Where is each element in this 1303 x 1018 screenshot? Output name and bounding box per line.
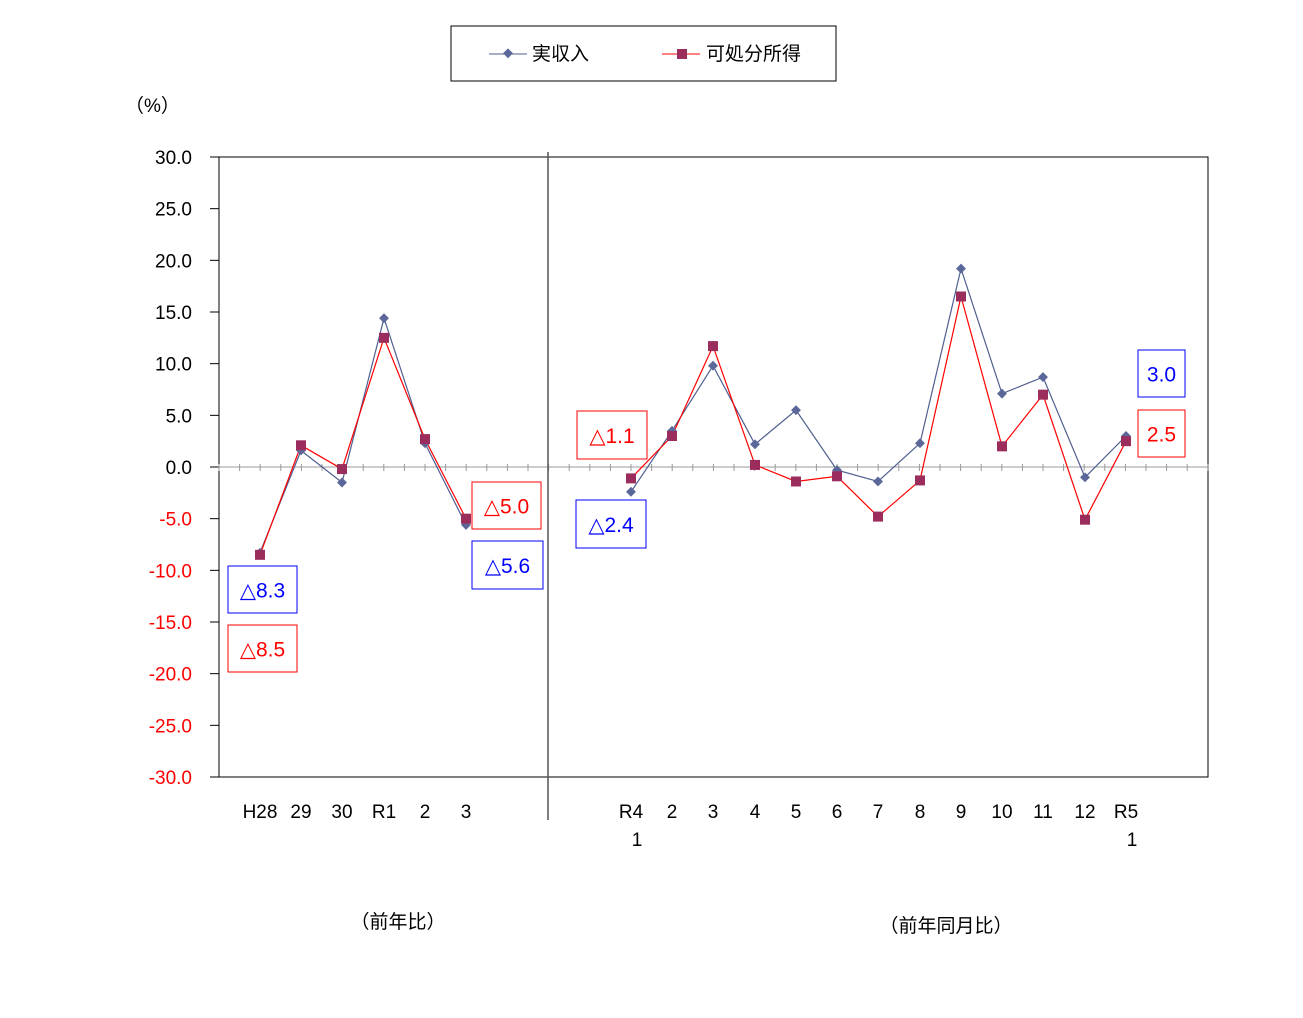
data-point-disposable <box>296 440 306 451</box>
data-point-disposable <box>667 431 677 441</box>
data-point-income <box>750 439 760 450</box>
x-tick-label: 29 <box>290 802 311 823</box>
data-point-income <box>956 263 966 274</box>
legend: 実収入 可処分所得 <box>450 25 837 82</box>
data-point-disposable <box>791 476 801 487</box>
data-label: △2.4 <box>588 514 634 537</box>
data-label: 2.5 <box>1147 424 1176 447</box>
y-tick-label: -10.0 <box>149 561 192 582</box>
x-tick-label: H28 <box>243 802 278 823</box>
data-label: △5.0 <box>484 496 529 519</box>
data-label-box <box>227 565 298 614</box>
y-axis: 30.0 25.0 20.0 15.0 10.0 5.0 0.0 -5.0 -10.0 -15.0… <box>149 148 1208 789</box>
x-tick-label: 12 <box>1074 802 1095 823</box>
data-label-box <box>575 499 647 549</box>
data-label-box <box>471 540 544 590</box>
y-tick-label: -20.0 <box>149 665 192 686</box>
y-tick-label: -15.0 <box>149 613 192 634</box>
data-point-disposable <box>1038 389 1048 400</box>
series <box>255 263 1131 560</box>
panel-caption-annual: （前年比） <box>350 911 445 933</box>
data-label: △1.1 <box>589 425 634 448</box>
y-tick-label: 20.0 <box>155 251 192 272</box>
data-point-income <box>873 476 883 487</box>
legend-marker-disposable <box>677 49 687 59</box>
x-tick-label: R4 <box>619 802 644 823</box>
y-tick-label: 5.0 <box>166 406 192 427</box>
x-tick-label: 5 <box>791 802 802 823</box>
y-unit: （%） <box>125 95 180 117</box>
data-point-disposable <box>832 471 842 482</box>
y-tick-label: -5.0 <box>159 510 192 531</box>
x-tick-label: 8 <box>915 802 926 823</box>
data-point-income <box>626 486 636 497</box>
data-point-disposable <box>626 473 636 484</box>
x-tick-label: 1 <box>632 830 643 851</box>
y-tick-label: 10.0 <box>155 355 192 376</box>
y-tick-label: 30.0 <box>155 148 192 169</box>
x-tick-label: 30 <box>331 802 352 823</box>
y-tick-label: -30.0 <box>149 768 192 789</box>
y-tick-label: -25.0 <box>149 716 192 737</box>
data-point-income <box>379 313 389 324</box>
data-label-box <box>576 410 648 460</box>
x-tick-label: R5 <box>1114 802 1138 823</box>
x-tick-label: R1 <box>372 802 396 823</box>
data-label: 3.0 <box>1147 364 1176 387</box>
x-tick-label: 1 <box>1127 830 1138 851</box>
x-tick-label: 3 <box>708 802 719 823</box>
x-tick-label: 9 <box>956 802 967 823</box>
data-point-income <box>337 477 347 488</box>
y-tick-label: 25.0 <box>155 200 192 221</box>
x-tick-label: 11 <box>1033 802 1053 823</box>
data-point-disposable <box>708 341 718 352</box>
series-line-disposable <box>259 336 467 556</box>
x-tick-label: 4 <box>750 802 761 823</box>
series-line-disposable <box>630 296 1127 522</box>
y-tick-label: 15.0 <box>155 303 192 324</box>
x-tick-label: 2 <box>667 802 678 823</box>
legend-label-income: 実収入 <box>532 43 589 65</box>
data-point-income <box>915 438 925 449</box>
data-point-disposable <box>1080 514 1090 525</box>
x-tick-label: 2 <box>420 802 431 823</box>
series-line-income <box>259 316 467 553</box>
panel-caption-monthly: （前年同月比） <box>879 915 1012 937</box>
x-tick-label: 7 <box>873 802 884 823</box>
data-point-income <box>791 405 801 416</box>
x-tick-label: 10 <box>991 802 1012 823</box>
data-label-box <box>1137 349 1186 398</box>
data-point-income <box>1038 372 1048 383</box>
data-point-disposable <box>873 511 883 522</box>
data-point-income <box>708 360 718 371</box>
data-point-disposable <box>956 291 966 302</box>
data-point-disposable <box>997 441 1007 452</box>
data-point-disposable <box>750 459 760 470</box>
data-label: △5.6 <box>485 555 530 578</box>
y-tick-label: 0.0 <box>166 458 192 479</box>
data-point-disposable <box>915 475 925 486</box>
series-line-income <box>630 266 1127 493</box>
data-label-box <box>471 481 542 530</box>
data-point-disposable <box>461 513 471 524</box>
data-point-disposable <box>420 434 430 445</box>
x-tick-label: 3 <box>461 802 472 823</box>
data-point-income <box>1080 472 1090 483</box>
data-label-box <box>227 624 298 673</box>
data-point-disposable <box>337 464 347 475</box>
data-point-income <box>997 388 1007 399</box>
data-label-box <box>1137 409 1186 458</box>
data-point-disposable <box>255 549 265 560</box>
legend-label-disposable: 可処分所得 <box>706 43 801 65</box>
data-label: △8.3 <box>240 580 285 603</box>
annotations: △8.3 △8.5 △5.0 △5.6 △1.1 △2.4 3.0 2.5 <box>227 349 1186 673</box>
data-point-disposable <box>379 332 389 343</box>
data-point-disposable <box>1121 436 1131 447</box>
x-tick-label: 6 <box>832 802 843 823</box>
data-label: △8.5 <box>240 639 285 662</box>
